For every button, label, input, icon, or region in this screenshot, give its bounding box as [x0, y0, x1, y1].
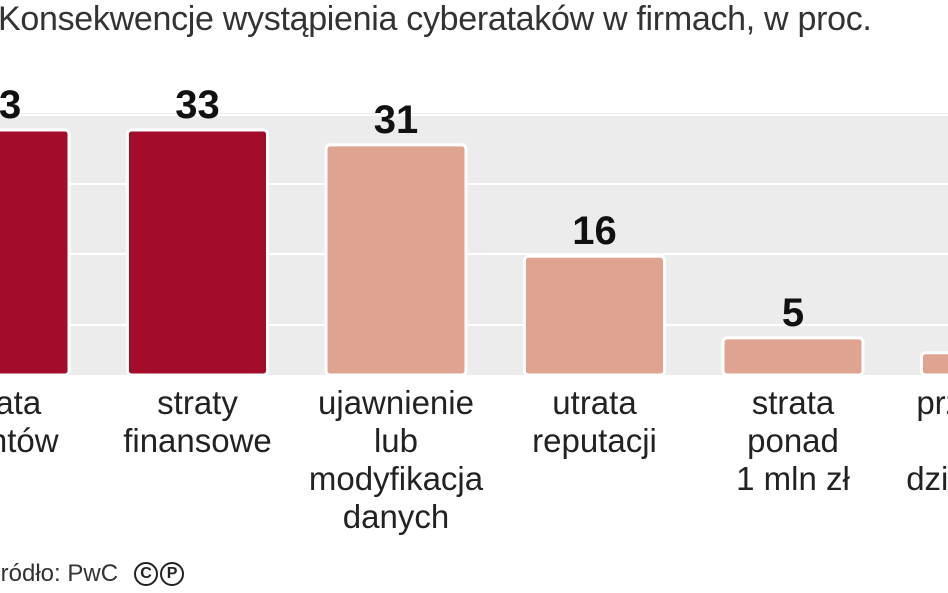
category-label-2-0: ujawnienie: [318, 384, 474, 421]
category-label-3-0: utrata: [552, 384, 637, 421]
category-label-3-1: reputacji: [532, 422, 657, 459]
chart-title: Konsekwencje wystąpienia cyberataków w f…: [0, 0, 872, 38]
category-label-0-0: utrata: [0, 384, 42, 421]
category-label-2-2: modyfikacja: [309, 460, 484, 497]
category-label-4-1: ponad: [747, 422, 839, 459]
category-label-4-2: 1 mln zł: [736, 460, 850, 497]
bar-2: [324, 143, 468, 377]
value-label-2: 31: [374, 98, 419, 142]
category-label-0-1: klientów: [0, 422, 59, 459]
category-label-4-0: strata: [752, 384, 835, 421]
value-label-1: 33: [175, 83, 220, 127]
category-label-5-0: przerwa w: [916, 384, 948, 421]
value-label-0: 33: [0, 83, 21, 127]
bar-3: [523, 254, 666, 377]
category-label-2-3: danych: [343, 498, 449, 535]
bar-1: [126, 128, 269, 377]
phonogram-icon: P: [160, 562, 185, 586]
category-label-1-1: finansowe: [123, 422, 272, 459]
category-label-2-1: lub: [374, 422, 418, 459]
category-label-5-2: działalności: [906, 460, 948, 497]
bar-5: [920, 351, 948, 377]
category-label-1-0: straty: [157, 384, 238, 421]
value-label-4: 5: [782, 291, 804, 335]
value-label-3: 16: [572, 209, 617, 253]
source-row: Źródło: PwC C P: [0, 560, 185, 588]
bar-4: [721, 336, 865, 377]
source-text: Źródło: PwC: [0, 560, 119, 587]
bar-0: [0, 128, 71, 377]
copyright-icon: C: [134, 562, 159, 586]
